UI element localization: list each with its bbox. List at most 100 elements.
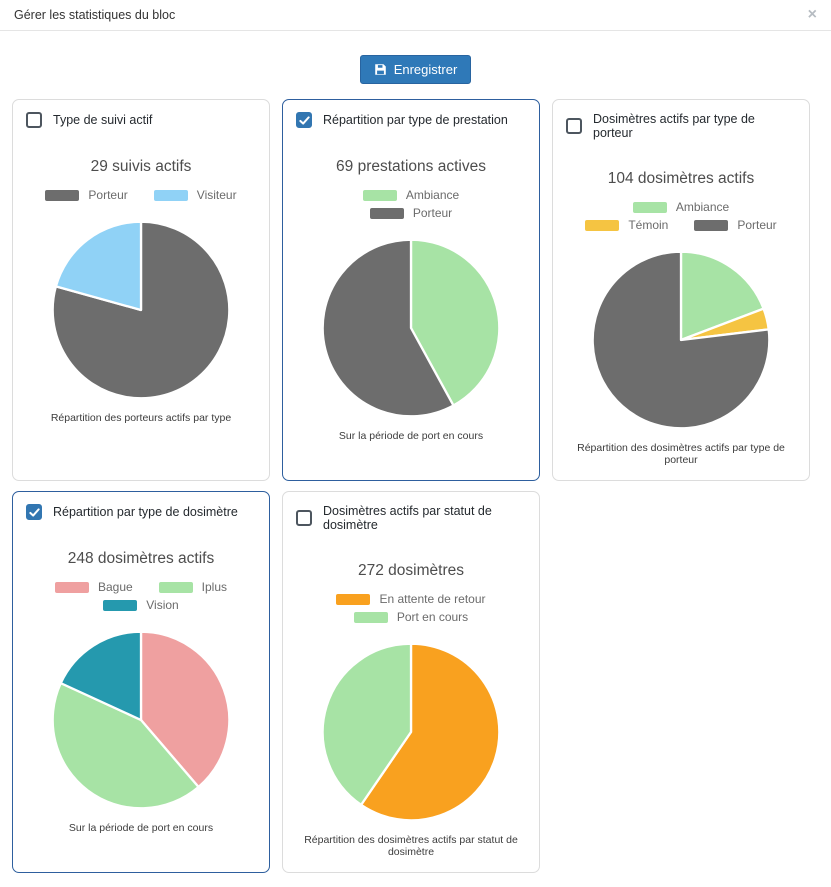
legend-item[interactable]: Témoin bbox=[585, 218, 668, 232]
pie-chart-block: 248 dosimètres actifs Bague Iplus Vision S… bbox=[26, 536, 256, 834]
legend-label: Iplus bbox=[201, 580, 228, 594]
stat-card: Dosimètres actifs par type de porteur 10… bbox=[552, 99, 810, 481]
pie-slice-vision[interactable] bbox=[59, 630, 143, 722]
checkbox-label: Répartition par type de prestation bbox=[323, 113, 508, 127]
stats-card-grid: Type de suivi actif 29 suivis actifs Por… bbox=[0, 99, 831, 887]
chart-title: 248 dosimètres actifs bbox=[67, 550, 215, 567]
close-icon[interactable]: × bbox=[807, 6, 817, 23]
legend-swatch bbox=[353, 611, 388, 623]
save-button-label: Enregistrer bbox=[393, 62, 458, 77]
checkbox[interactable] bbox=[296, 510, 312, 526]
chart-caption: Répartition des porteurs actifs par type bbox=[50, 412, 232, 424]
stat-toggle-row[interactable]: Répartition par type de prestation bbox=[296, 112, 526, 128]
legend-swatch bbox=[153, 189, 188, 201]
legend-item[interactable]: Ambiance bbox=[632, 200, 730, 214]
legend-swatch bbox=[369, 207, 404, 219]
legend-label: Vision bbox=[146, 598, 179, 612]
stat-card: Répartition par type de prestation 69 pr… bbox=[282, 99, 540, 481]
legend-item[interactable]: Ambiance bbox=[362, 188, 460, 202]
pie bbox=[51, 220, 231, 400]
pie-slice-visiteur[interactable] bbox=[54, 220, 143, 312]
legend-item[interactable]: Port en cours bbox=[353, 610, 469, 624]
legend-label: Port en cours bbox=[396, 610, 469, 624]
legend-row: Ambiance bbox=[570, 200, 792, 214]
pie-slice-porteur[interactable] bbox=[321, 238, 455, 418]
chart-caption: Sur la période de port en cours bbox=[338, 430, 484, 442]
save-bar: Enregistrer bbox=[0, 31, 831, 99]
legend-row: Porteur bbox=[300, 206, 522, 220]
checkbox-label: Dosimètres actifs par type de porteur bbox=[593, 112, 755, 140]
legend-item[interactable]: Porteur bbox=[45, 188, 128, 202]
checkbox-label: Type de suivi actif bbox=[53, 113, 153, 127]
legend-swatch bbox=[336, 593, 371, 605]
checkbox[interactable] bbox=[26, 112, 42, 128]
legend-item[interactable]: Iplus bbox=[158, 580, 228, 594]
pie-slice-ambiance[interactable] bbox=[679, 250, 765, 342]
legend-label: Bague bbox=[97, 580, 133, 594]
legend-item[interactable]: Visiteur bbox=[153, 188, 237, 202]
chart-caption: Répartition des dosimètres actifs par st… bbox=[304, 834, 518, 858]
chart-legend: Ambiance Porteur bbox=[300, 188, 522, 220]
modal-title: Gérer les statistiques du bloc bbox=[14, 8, 176, 22]
pie bbox=[591, 250, 771, 430]
chart-title: 104 dosimètres actifs bbox=[607, 170, 755, 187]
legend-label: Porteur bbox=[412, 206, 453, 220]
stat-toggle-row[interactable]: Dosimètres actifs par type de porteur bbox=[566, 112, 796, 140]
chart-caption: Répartition des dosimètres actifs par ty… bbox=[577, 442, 785, 466]
pie-slice-bague[interactable] bbox=[139, 630, 231, 789]
legend-item[interactable]: Porteur bbox=[369, 206, 453, 220]
stat-toggle-row[interactable]: Type de suivi actif bbox=[26, 112, 256, 128]
legend-label: Témoin bbox=[628, 218, 669, 232]
chart-title: 272 dosimètres bbox=[358, 562, 464, 579]
legend-row: Port en cours bbox=[300, 610, 522, 624]
stat-card: Dosimètres actifs par statut de dosimètr… bbox=[282, 491, 540, 873]
checkbox[interactable] bbox=[566, 118, 582, 134]
chart-title: 29 suivis actifs bbox=[90, 158, 192, 175]
legend-swatch bbox=[632, 201, 667, 213]
legend-swatch bbox=[585, 219, 620, 231]
pie-slice-ambiance[interactable] bbox=[409, 238, 501, 407]
pie bbox=[321, 238, 501, 418]
chart-legend: Porteur Visiteur bbox=[30, 188, 252, 202]
legend-label: Visiteur bbox=[196, 188, 237, 202]
legend-item[interactable]: Porteur bbox=[694, 218, 777, 232]
legend-swatch bbox=[54, 581, 89, 593]
pie bbox=[51, 630, 231, 810]
checkbox[interactable] bbox=[296, 112, 312, 128]
checkbox-label: Répartition par type de dosimètre bbox=[53, 505, 238, 519]
pie-slice-iplus[interactable] bbox=[51, 681, 200, 810]
pie-chart-block: 29 suivis actifs Porteur Visiteur Réparti… bbox=[26, 144, 256, 424]
floppy-disk-icon bbox=[374, 63, 387, 76]
legend-swatch bbox=[45, 189, 80, 201]
stat-toggle-row[interactable]: Dosimètres actifs par statut de dosimètr… bbox=[296, 504, 526, 532]
pie-slice-porteur[interactable] bbox=[591, 250, 771, 430]
pie-chart-block: 69 prestations actives Ambiance Porteur S… bbox=[296, 144, 526, 442]
pie-slice-en-attente-de-retour[interactable] bbox=[359, 642, 501, 822]
checkbox[interactable] bbox=[26, 504, 42, 520]
legend-label: Porteur bbox=[737, 218, 777, 232]
pie-chart-block: 272 dosimètres En attente de retour Port … bbox=[296, 548, 526, 858]
legend-row: Vision bbox=[30, 598, 252, 612]
legend-label: Ambiance bbox=[405, 188, 460, 202]
legend-label: En attente de retour bbox=[379, 592, 486, 606]
legend-row: En attente de retour bbox=[300, 592, 522, 606]
legend-item[interactable]: En attente de retour bbox=[336, 592, 486, 606]
legend-item[interactable]: Bague bbox=[54, 580, 133, 594]
legend-row: Porteur Visiteur bbox=[30, 188, 252, 202]
pie-chart-block: 104 dosimètres actifs Ambiance Témoin Port… bbox=[566, 156, 796, 466]
stat-toggle-row[interactable]: Répartition par type de dosimètre bbox=[26, 504, 256, 520]
legend-label: Porteur bbox=[88, 188, 128, 202]
legend-item[interactable]: Vision bbox=[103, 598, 179, 612]
legend-row: Bague Iplus bbox=[30, 580, 252, 594]
pie-slice-port-en-cours[interactable] bbox=[321, 642, 413, 807]
save-button[interactable]: Enregistrer bbox=[359, 55, 472, 84]
legend-swatch bbox=[103, 599, 138, 611]
checkbox-label: Dosimètres actifs par statut de dosimètr… bbox=[323, 504, 492, 532]
legend-swatch bbox=[362, 189, 397, 201]
stat-card: Type de suivi actif 29 suivis actifs Por… bbox=[12, 99, 270, 481]
legend-label: Ambiance bbox=[675, 200, 730, 214]
pie bbox=[321, 642, 501, 822]
chart-legend: Bague Iplus Vision bbox=[30, 580, 252, 612]
legend-swatch bbox=[158, 581, 193, 593]
